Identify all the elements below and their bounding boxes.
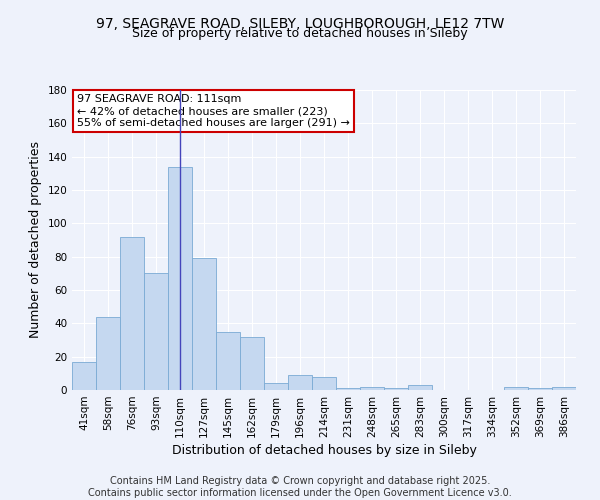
Bar: [96, 316, 120, 390]
Bar: [72, 362, 96, 390]
Bar: [120, 236, 144, 390]
Bar: [312, 376, 336, 390]
Bar: [360, 386, 384, 390]
X-axis label: Distribution of detached houses by size in Sileby: Distribution of detached houses by size …: [172, 444, 476, 457]
Bar: [384, 388, 408, 390]
Bar: [192, 258, 216, 390]
Bar: [168, 166, 192, 390]
Bar: [240, 336, 264, 390]
Bar: [336, 388, 360, 390]
Text: Contains HM Land Registry data © Crown copyright and database right 2025.
Contai: Contains HM Land Registry data © Crown c…: [88, 476, 512, 498]
Bar: [528, 388, 552, 390]
Bar: [504, 386, 528, 390]
Bar: [288, 375, 312, 390]
Bar: [264, 384, 288, 390]
Bar: [144, 274, 168, 390]
Text: 97 SEAGRAVE ROAD: 111sqm
← 42% of detached houses are smaller (223)
55% of semi-: 97 SEAGRAVE ROAD: 111sqm ← 42% of detach…: [77, 94, 350, 128]
Text: 97, SEAGRAVE ROAD, SILEBY, LOUGHBOROUGH, LE12 7TW: 97, SEAGRAVE ROAD, SILEBY, LOUGHBOROUGH,…: [96, 18, 504, 32]
Bar: [216, 332, 240, 390]
Bar: [552, 386, 576, 390]
Text: Size of property relative to detached houses in Sileby: Size of property relative to detached ho…: [132, 28, 468, 40]
Bar: [408, 385, 432, 390]
Y-axis label: Number of detached properties: Number of detached properties: [29, 142, 42, 338]
